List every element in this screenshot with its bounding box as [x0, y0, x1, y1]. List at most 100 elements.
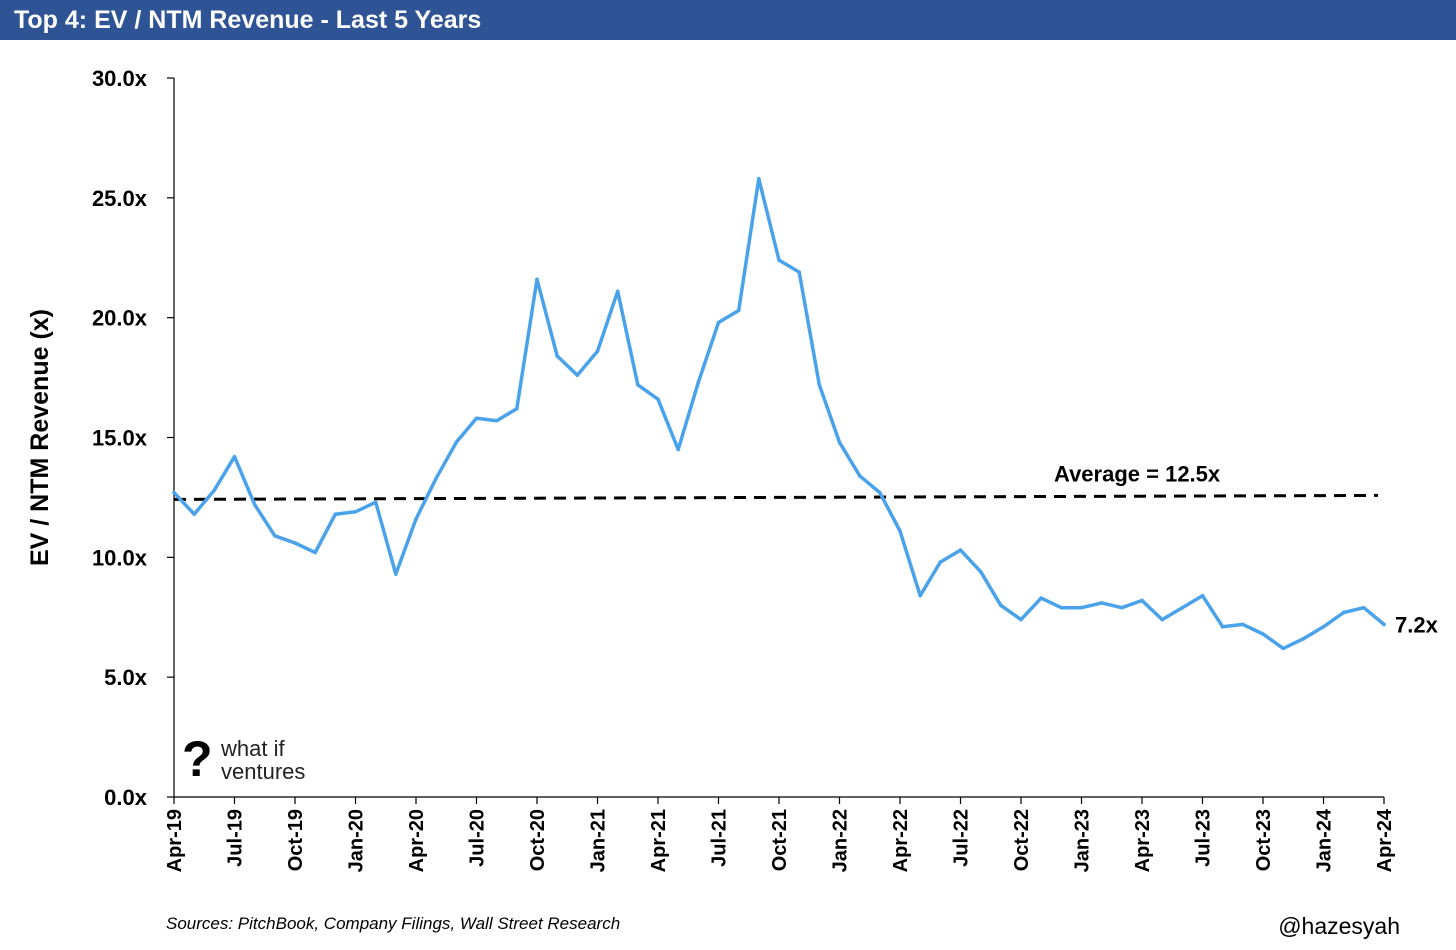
average-line	[173, 493, 1379, 501]
x-tick-label: Apr-23	[1132, 809, 1154, 872]
data-point	[313, 550, 317, 555]
x-tick-label: Jul-21	[709, 809, 731, 867]
y-tick-label: 20.0x	[92, 306, 148, 331]
x-tick-label: Oct-23	[1253, 809, 1275, 871]
data-point	[1341, 610, 1346, 615]
data-point	[1160, 617, 1164, 622]
data-point	[474, 416, 479, 421]
data-point	[615, 289, 620, 294]
data-point	[1281, 646, 1285, 651]
data-point	[676, 447, 680, 452]
data-point	[172, 490, 176, 495]
data-point	[958, 548, 963, 552]
x-tick-label: Jan-22	[830, 809, 852, 872]
data-point	[454, 440, 459, 445]
data-point	[636, 382, 640, 387]
x-tick-label: Jul-19	[225, 809, 247, 867]
x-tick-label: Jan-23	[1072, 809, 1094, 872]
data-point	[696, 380, 701, 385]
chart-title-bar: Top 4: EV / NTM Revenue - Last 5 Years	[0, 0, 1456, 40]
data-point	[878, 490, 882, 495]
data-point	[1180, 605, 1185, 610]
author-handle: @hazesyah	[1278, 913, 1400, 939]
data-point	[1039, 596, 1043, 600]
data-point	[333, 512, 338, 516]
x-tick-label: Oct-19	[285, 809, 307, 871]
x-tick-label: Oct-22	[1011, 809, 1033, 871]
data-point	[535, 277, 539, 282]
y-tick-label: 10.0x	[92, 545, 148, 570]
data-point	[1321, 625, 1326, 629]
data-point	[1220, 625, 1225, 629]
data-point	[232, 454, 237, 459]
y-tick-label: 30.0x	[92, 66, 148, 91]
series-line	[172, 176, 1386, 651]
data-point	[656, 397, 660, 401]
data-point	[1200, 593, 1205, 598]
data-point	[817, 382, 822, 387]
data-point	[1382, 622, 1386, 627]
x-tick-label: Apr-21	[648, 809, 670, 872]
chart-title: Top 4: EV / NTM Revenue - Last 5 Years	[14, 6, 482, 34]
data-point	[938, 560, 943, 564]
data-point	[857, 474, 862, 478]
data-point	[595, 349, 600, 354]
data-point	[918, 593, 922, 598]
data-point	[1079, 605, 1084, 610]
average-label: Average = 12.5x	[1054, 461, 1221, 486]
end-value-label: 7.2x	[1395, 612, 1439, 637]
y-axis-title: EV / NTM Revenue (x)	[26, 309, 54, 566]
data-point	[797, 270, 801, 274]
y-tick-label: 25.0x	[92, 186, 148, 211]
data-point	[837, 440, 842, 445]
data-point	[736, 308, 741, 313]
logo-question-mark-icon: ?	[182, 731, 213, 787]
data-point	[273, 533, 277, 538]
data-point	[414, 517, 418, 521]
x-tick-label: Apr-24	[1374, 808, 1396, 872]
x-tick-label: Apr-22	[890, 809, 912, 872]
data-point	[1301, 637, 1306, 641]
data-point	[777, 258, 781, 262]
x-tick-label: Jan-20	[346, 809, 368, 872]
y-tick-label: 5.0x	[104, 665, 148, 690]
source-note: Sources: PitchBook, Company Filings, Wal…	[166, 914, 621, 933]
data-point	[716, 320, 721, 325]
line-chart: 0.0x 5.0x 10.0x 15.0x 20.0x 25.0x 30.0x EV / NT…	[26, 66, 1439, 872]
logo-line2: ventures	[221, 759, 305, 784]
data-point	[515, 406, 519, 411]
x-tick-label: Jul-22	[951, 809, 973, 867]
data-point	[1241, 622, 1245, 627]
y-tick-label: 15.0x	[92, 426, 148, 451]
y-tick-label: 0.0x	[104, 785, 148, 810]
data-point	[1019, 617, 1023, 622]
data-point	[494, 418, 499, 423]
logo-line1: what if	[220, 736, 285, 761]
data-point	[434, 476, 438, 481]
data-point	[293, 541, 297, 545]
x-tick-label: Jul-23	[1193, 809, 1215, 867]
x-tick-label: Oct-20	[527, 809, 549, 871]
x-tick-label: Jan-21	[588, 809, 610, 872]
x-tick-label: Oct-21	[769, 809, 791, 871]
data-point	[978, 569, 983, 574]
data-point	[1099, 601, 1104, 605]
data-point	[575, 373, 580, 377]
data-point	[1261, 632, 1265, 636]
data-point	[1120, 605, 1124, 610]
data-point	[1362, 605, 1366, 610]
data-point	[192, 512, 196, 516]
data-point	[1059, 605, 1064, 610]
x-tick-label: Apr-20	[406, 809, 428, 872]
x-tick-label: Jan-24	[1314, 808, 1336, 872]
data-point	[394, 572, 398, 576]
data-point	[999, 603, 1003, 608]
data-point	[1140, 598, 1144, 603]
data-point	[555, 354, 559, 358]
data-point	[757, 176, 761, 181]
data-point	[898, 529, 902, 533]
data-point	[353, 509, 358, 514]
data-point	[373, 500, 378, 505]
x-tick-label: Apr-19	[164, 809, 186, 872]
data-point	[212, 488, 217, 493]
